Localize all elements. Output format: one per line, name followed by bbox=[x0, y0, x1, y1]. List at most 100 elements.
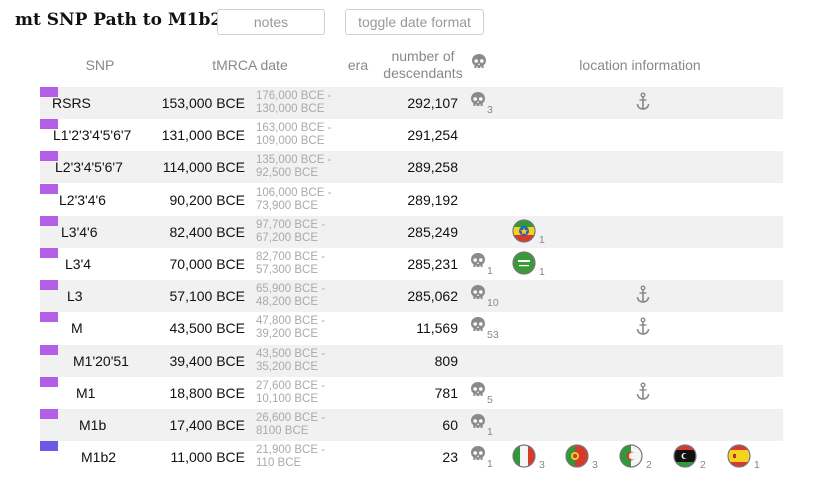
descendant-count: 292,107 bbox=[407, 95, 458, 111]
table-row: M 43,500 BCE 47,800 BCE -39,200 BCE 11,569 5… bbox=[40, 312, 783, 344]
date-range: 65,900 BCE -48,200 BCE bbox=[256, 280, 346, 312]
country-location[interactable]: 1 bbox=[727, 444, 760, 471]
table-row: L2'3'4'5'6'7 114,000 BCE 135,000 BCE -92,5… bbox=[40, 151, 783, 184]
header-desc-line1: number of bbox=[391, 48, 455, 64]
tmrca-date: 153,000 BCE bbox=[161, 95, 245, 111]
notes-button[interactable]: notes bbox=[217, 9, 325, 35]
era-swatch bbox=[40, 312, 58, 323]
country-location[interactable]: 3 bbox=[512, 444, 545, 471]
tmrca-date: 43,500 BCE bbox=[169, 320, 246, 337]
table-row: L3 57,100 BCE 65,900 BCE -48,200 BCE 285,06… bbox=[40, 280, 783, 313]
anchor-icon[interactable] bbox=[636, 92, 650, 112]
snp-name[interactable]: L3'4'6 bbox=[61, 223, 98, 240]
tmrca-date: 18,800 BCE bbox=[169, 384, 246, 401]
header-location-information: location information bbox=[579, 57, 701, 73]
tmrca-date: 17,400 BCE bbox=[169, 417, 246, 433]
header-snp: SNP bbox=[85, 57, 115, 73]
descendant-count: 285,062 bbox=[407, 288, 458, 305]
date-range: 21,900 BCE -110 BCE bbox=[256, 441, 346, 473]
tmrca-date: 57,100 BCE bbox=[169, 288, 246, 305]
snp-name[interactable]: M1b bbox=[79, 417, 107, 433]
date-range-start: 47,800 BCE - bbox=[256, 315, 326, 328]
tmrca-date: 11,000 BCE bbox=[170, 449, 245, 466]
date-range-start: 97,700 BCE - bbox=[256, 218, 326, 231]
snp-name[interactable]: L1'2'3'4'5'6'7 bbox=[53, 127, 132, 144]
page-title: mt SNP Path to M1b2 bbox=[15, 10, 223, 30]
descendant-count: 289,192 bbox=[407, 191, 458, 208]
era-swatch bbox=[40, 248, 58, 258]
date-range: 163,000 BCE -109,000 BCE bbox=[256, 119, 346, 151]
era-swatch bbox=[40, 441, 58, 452]
country-location[interactable]: 2 bbox=[673, 444, 706, 471]
ancient-sample-count: 1 bbox=[487, 426, 493, 438]
date-range-start: 65,900 BCE - bbox=[256, 283, 326, 296]
ancient-sample-count: 3 bbox=[487, 104, 493, 116]
era-swatch bbox=[40, 344, 58, 355]
date-range-end: 73,900 BCE bbox=[256, 199, 319, 212]
tmrca-date: 82,400 BCE bbox=[169, 223, 246, 240]
date-range-start: 163,000 BCE - bbox=[256, 122, 332, 135]
ancient-samples[interactable]: 1 bbox=[469, 252, 499, 278]
ancient-samples[interactable]: 5 bbox=[469, 381, 499, 407]
country-location[interactable]: 1 bbox=[512, 219, 545, 246]
descendant-count: 11,569 bbox=[416, 320, 458, 337]
descendant-count: 291,254 bbox=[407, 127, 458, 144]
ancient-samples[interactable]: 53 bbox=[469, 316, 499, 342]
anchor-icon[interactable] bbox=[636, 285, 650, 305]
date-range-end: 67,200 BCE bbox=[256, 231, 319, 244]
snp-name[interactable]: L2'3'4'5'6'7 bbox=[55, 159, 123, 176]
ancient-sample-count: 53 bbox=[487, 329, 499, 342]
tmrca-date: 39,400 BCE bbox=[169, 352, 246, 369]
ancient-samples[interactable]: 3 bbox=[469, 91, 499, 117]
snp-name[interactable]: M1 bbox=[76, 384, 96, 401]
era-swatch bbox=[40, 409, 58, 419]
date-range-end: 10,100 BCE bbox=[256, 392, 319, 405]
country-sample-count: 3 bbox=[592, 459, 598, 472]
descendant-count: 285,231 bbox=[407, 256, 458, 272]
country-sample-count: 1 bbox=[539, 266, 545, 278]
ancient-samples[interactable]: 1 bbox=[469, 445, 499, 471]
snp-name[interactable]: RSRS bbox=[52, 95, 91, 111]
toggle-date-format-button[interactable]: toggle date format bbox=[345, 9, 484, 35]
snp-name[interactable]: M bbox=[71, 320, 83, 337]
skull-icon bbox=[470, 53, 488, 71]
descendant-count: 781 bbox=[434, 384, 458, 401]
date-range-end: 8100 BCE bbox=[256, 425, 309, 437]
descendant-count: 285,249 bbox=[407, 223, 458, 240]
date-range-end: 110 BCE bbox=[256, 457, 302, 470]
era-swatch bbox=[40, 215, 58, 226]
country-location[interactable]: 3 bbox=[565, 444, 598, 471]
tmrca-date: 90,200 BCE bbox=[169, 191, 246, 208]
ancient-sample-count: 1 bbox=[487, 458, 493, 471]
country-location[interactable]: 1 bbox=[512, 251, 545, 278]
snp-name[interactable]: L3 bbox=[67, 288, 83, 305]
ancient-samples[interactable]: 1 bbox=[469, 413, 499, 439]
ancient-sample-count: 5 bbox=[487, 393, 493, 406]
table-row: L2'3'4'6 90,200 BCE 106,000 BCE -73,900 BC… bbox=[40, 183, 783, 216]
date-range-start: 27,600 BCE - bbox=[256, 379, 326, 392]
header-number-of-descendants: number of descendants bbox=[378, 48, 468, 82]
country-location[interactable]: 2 bbox=[619, 444, 652, 471]
descendant-count: 60 bbox=[442, 417, 458, 433]
snp-name[interactable]: M1b2 bbox=[81, 449, 117, 466]
snp-name[interactable]: L3'4 bbox=[65, 256, 92, 272]
anchor-icon[interactable] bbox=[636, 382, 650, 402]
table-row: M1'20'51 39,400 BCE 43,500 BCE -35,200 BCE… bbox=[40, 344, 783, 377]
era-swatch bbox=[40, 183, 58, 194]
date-range: 97,700 BCE -67,200 BCE bbox=[256, 216, 346, 248]
country-sample-count: 1 bbox=[754, 459, 760, 472]
header-era: era bbox=[347, 57, 369, 73]
table-row: RSRS 153,000 BCE 176,000 BCE -130,000 BCE 2… bbox=[40, 87, 783, 119]
date-range: 106,000 BCE -73,900 BCE bbox=[256, 184, 346, 216]
country-sample-count: 2 bbox=[700, 459, 706, 472]
date-range-end: 57,300 BCE bbox=[256, 264, 319, 276]
snp-name[interactable]: L2'3'4'6 bbox=[59, 191, 106, 208]
date-range: 47,800 BCE -39,200 BCE bbox=[256, 312, 346, 344]
date-range-end: 48,200 BCE bbox=[256, 296, 319, 309]
date-range-start: 82,700 BCE - bbox=[256, 251, 326, 263]
date-range-start: 106,000 BCE - bbox=[256, 186, 332, 199]
snp-name[interactable]: M1'20'51 bbox=[73, 352, 129, 369]
date-range-start: 135,000 BCE - bbox=[256, 154, 332, 167]
ancient-samples[interactable]: 10 bbox=[469, 284, 499, 310]
anchor-icon[interactable] bbox=[636, 317, 650, 337]
